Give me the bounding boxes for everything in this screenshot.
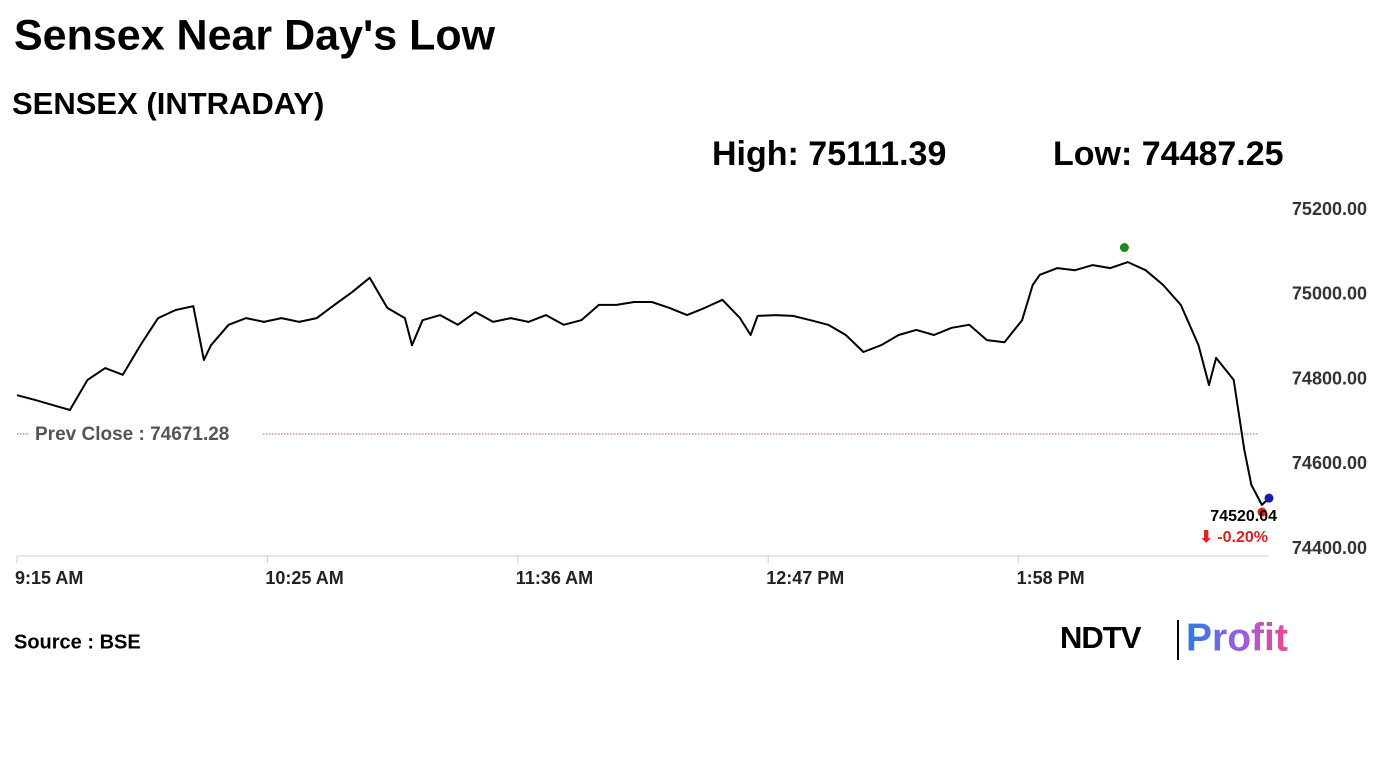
prev-close-label: Prev Close : 74671.28 bbox=[35, 424, 229, 445]
y-tick-label: 74400.00 bbox=[1292, 538, 1367, 558]
chart-subtitle: SENSEX (INTRADAY) bbox=[12, 86, 324, 121]
brand-product: Profit bbox=[1186, 616, 1288, 659]
prev-close-label-bg bbox=[28, 422, 262, 447]
y-tick-label: 74600.00 bbox=[1292, 453, 1367, 473]
last-value-label: 74520.04 bbox=[1210, 508, 1277, 525]
plot: 75200.00 75000.00 74800.00 74600.00 74400.00… bbox=[15, 199, 1367, 588]
high-label: High: 75111.39 bbox=[712, 135, 946, 173]
change-label: ⬇ -0.20% bbox=[1199, 529, 1268, 546]
low-label: Low: 74487.25 bbox=[1053, 135, 1284, 173]
x-tick-label: 12:47 PM bbox=[766, 568, 844, 588]
brand: NDTV bbox=[1060, 620, 1142, 655]
high-marker bbox=[1119, 243, 1129, 253]
last-marker bbox=[1264, 493, 1274, 503]
source: Source : BSE bbox=[14, 631, 141, 653]
y-tick-label: 74800.00 bbox=[1292, 368, 1367, 388]
x-tick-label: 10:25 AM bbox=[265, 568, 343, 588]
price-line bbox=[16, 261, 1270, 506]
x-tick-label: 9:15 AM bbox=[15, 568, 83, 588]
x-tick-label: 1:58 PM bbox=[1017, 568, 1085, 588]
x-tick-label: 11:36 AM bbox=[516, 568, 593, 588]
chart-title: Sensex Near Day's Low bbox=[14, 11, 496, 59]
low-marker bbox=[1257, 507, 1267, 517]
y-tick-label: 75000.00 bbox=[1292, 284, 1367, 304]
y-tick-label: 75200.00 bbox=[1292, 199, 1367, 219]
